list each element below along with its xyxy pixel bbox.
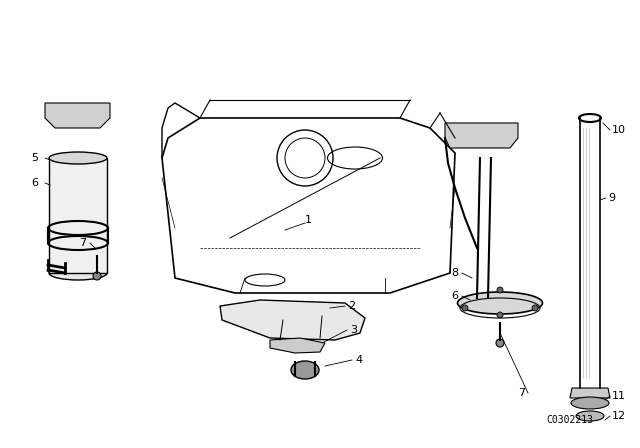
- Text: 6: 6: [451, 291, 458, 301]
- Ellipse shape: [571, 397, 609, 409]
- Text: 9: 9: [609, 193, 616, 203]
- Polygon shape: [49, 158, 107, 273]
- Text: 5: 5: [31, 153, 38, 163]
- Ellipse shape: [49, 152, 107, 164]
- Ellipse shape: [49, 266, 107, 280]
- Polygon shape: [445, 123, 518, 148]
- Ellipse shape: [576, 411, 604, 421]
- Text: 1: 1: [305, 215, 312, 225]
- Polygon shape: [220, 300, 365, 340]
- Ellipse shape: [291, 361, 319, 379]
- Circle shape: [496, 339, 504, 347]
- Polygon shape: [270, 338, 325, 353]
- Text: 7: 7: [518, 388, 525, 398]
- Text: 12: 12: [612, 411, 626, 421]
- Text: 7: 7: [79, 238, 86, 248]
- Ellipse shape: [458, 292, 543, 314]
- Text: 10: 10: [612, 125, 626, 135]
- Text: 2: 2: [348, 301, 355, 311]
- Circle shape: [462, 305, 468, 311]
- Polygon shape: [45, 103, 110, 128]
- Circle shape: [93, 272, 101, 280]
- Text: 4: 4: [355, 355, 362, 365]
- Text: 6: 6: [31, 178, 38, 188]
- Circle shape: [497, 287, 503, 293]
- Circle shape: [532, 305, 538, 311]
- Text: C0302213: C0302213: [547, 415, 593, 425]
- Polygon shape: [570, 388, 610, 398]
- Text: 11: 11: [612, 391, 626, 401]
- Text: 3: 3: [350, 325, 357, 335]
- Circle shape: [497, 312, 503, 318]
- Text: 8: 8: [451, 268, 459, 278]
